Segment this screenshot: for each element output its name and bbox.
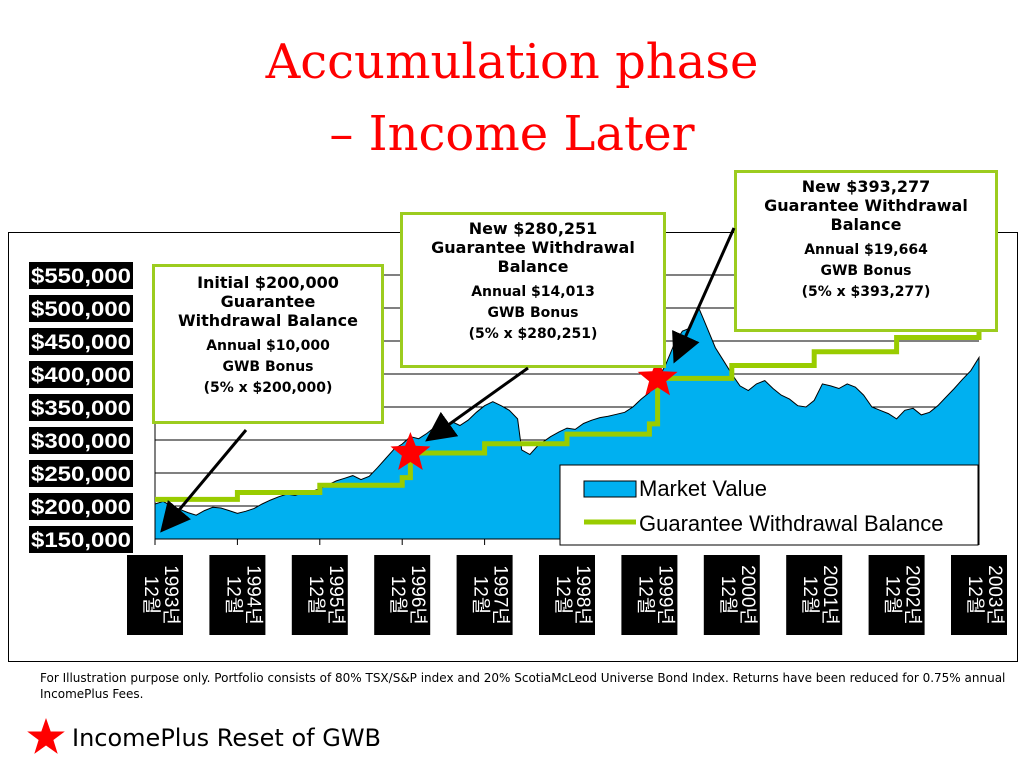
y-tick-label-bg bbox=[29, 460, 133, 487]
x-tick-label-month: 12월 bbox=[305, 576, 327, 615]
legend-swatch-market bbox=[583, 480, 637, 498]
reset-star-marker bbox=[637, 357, 678, 396]
y-tick-label-bg bbox=[29, 262, 133, 289]
x-tick-label-year: 1999년 bbox=[654, 565, 676, 625]
callout-3-line-2: Guarantee Withdrawal bbox=[764, 196, 968, 215]
x-tick-label-month: 12월 bbox=[140, 576, 162, 615]
slide-title-line-1: Accumulation phase bbox=[265, 34, 759, 90]
x-tick-label-year: 1994년 bbox=[242, 565, 264, 625]
x-tick-label-year: 1993년 bbox=[160, 565, 182, 625]
callout-1-sub-2: GWB Bonus bbox=[222, 359, 314, 375]
y-tick-label-bg bbox=[29, 361, 133, 388]
y-tick-label: $250,000 bbox=[31, 463, 131, 486]
x-tick-label-month: 12월 bbox=[634, 576, 656, 615]
y-tick-label-bg bbox=[29, 427, 133, 454]
callout-initial-gwb: Initial $200,000 Guarantee Withdrawal Ba… bbox=[152, 264, 384, 424]
callout-1-sub-3: (5% x $200,000) bbox=[203, 380, 333, 396]
legend-label-gwb: Guarantee Withdrawal Balance bbox=[639, 511, 944, 536]
callout-reset-1997: New $280,251 Guarantee Withdrawal Balanc… bbox=[400, 212, 666, 368]
y-tick-label: $400,000 bbox=[31, 364, 131, 387]
x-tick-label-month: 12월 bbox=[222, 576, 244, 615]
x-tick-label-month: 12월 bbox=[882, 576, 904, 615]
callout-2-sub-2: GWB Bonus bbox=[487, 305, 579, 321]
x-tick-label-year: 2003년 bbox=[984, 565, 1006, 625]
y-tick-label-bg bbox=[29, 493, 133, 520]
y-tick-label: $500,000 bbox=[31, 298, 131, 321]
y-tick-label: $150,000 bbox=[31, 529, 131, 552]
x-tick-label-year: 2002년 bbox=[902, 565, 924, 625]
x-tick-label-bg bbox=[209, 555, 266, 635]
slide-title-line-2: – Income Later bbox=[329, 106, 695, 162]
callout-3-sub-2: GWB Bonus bbox=[820, 263, 912, 279]
y-tick-label: $300,000 bbox=[31, 430, 131, 453]
x-tick-label-month: 12월 bbox=[387, 576, 409, 615]
x-tick-label-year: 1997년 bbox=[490, 565, 512, 625]
x-tick-label-bg bbox=[127, 555, 183, 635]
y-tick-label-bg bbox=[29, 526, 133, 553]
callout-2-line-1: New $280,251 bbox=[468, 219, 598, 238]
x-tick-label-bg bbox=[868, 555, 925, 635]
x-tick-label-bg bbox=[291, 555, 348, 635]
x-tick-label-year: 2000년 bbox=[737, 565, 759, 625]
x-tick-label-month: 12월 bbox=[552, 576, 574, 615]
callout-2-line-3: Balance bbox=[497, 257, 569, 276]
x-tick-label-bg bbox=[374, 555, 431, 635]
x-tick-label-month: 12월 bbox=[470, 576, 492, 615]
x-tick-label-year: 1995년 bbox=[325, 565, 347, 625]
x-tick-label-year: 2001년 bbox=[819, 565, 841, 625]
x-tick-label-month: 12월 bbox=[799, 576, 821, 615]
callout-3-sub-1: Annual $19,664 bbox=[804, 242, 928, 258]
x-tick-label-bg bbox=[539, 555, 595, 635]
x-tick-label-bg bbox=[456, 555, 513, 635]
x-tick-label-bg bbox=[703, 555, 760, 635]
callout-3-sub-3: (5% x $393,277) bbox=[801, 284, 931, 300]
footnote: For Illustration purpose only. Portfolio… bbox=[40, 671, 1006, 701]
x-tick-label-bg bbox=[951, 555, 1007, 635]
reset-legend-label: IncomePlus Reset of GWB bbox=[72, 724, 382, 752]
reset-star-marker bbox=[390, 432, 431, 470]
x-tick-label-year: 1996년 bbox=[407, 565, 429, 625]
y-tick-label-bg bbox=[29, 328, 133, 355]
callout-reset-2000: New $393,277 Guarantee Withdrawal Balanc… bbox=[734, 170, 998, 332]
y-tick-label: $450,000 bbox=[31, 331, 131, 354]
chart: $550,000 $500,000 $450,000 $400,000 $350,000… bbox=[29, 262, 1007, 635]
legend-label-market: Market Value bbox=[639, 476, 767, 501]
callout-2-line-2: Guarantee Withdrawal bbox=[431, 238, 635, 257]
callout-1-line-2: Guarantee bbox=[220, 292, 316, 311]
callout-2-sub-3: (5% x $280,251) bbox=[468, 326, 598, 342]
legend-box bbox=[559, 464, 979, 546]
x-tick-label-bg bbox=[786, 555, 843, 635]
callout-1-sub-1: Annual $10,000 bbox=[206, 338, 330, 354]
callout-1-line-3: Withdrawal Balance bbox=[178, 311, 358, 330]
y-tick-label: $550,000 bbox=[31, 265, 131, 288]
callout-3-line-3: Balance bbox=[830, 215, 902, 234]
callout-3-line-1: New $393,277 bbox=[801, 177, 931, 196]
gwb-step-line bbox=[155, 322, 982, 502]
x-tick-label-month: 12월 bbox=[717, 576, 739, 615]
y-tick-label: $200,000 bbox=[31, 496, 131, 519]
callout-2-sub-1: Annual $14,013 bbox=[471, 284, 595, 300]
callout-1-line-1: Initial $200,000 bbox=[197, 273, 339, 292]
red-star-icon bbox=[27, 718, 65, 754]
x-tick-label-bg bbox=[621, 555, 678, 635]
y-tick-label-bg bbox=[29, 295, 133, 322]
y-tick-label: $350,000 bbox=[31, 397, 131, 420]
x-tick-label-month: 12월 bbox=[964, 576, 986, 615]
x-tick-label-year: 1998년 bbox=[572, 565, 594, 625]
y-tick-label-bg bbox=[29, 394, 133, 421]
